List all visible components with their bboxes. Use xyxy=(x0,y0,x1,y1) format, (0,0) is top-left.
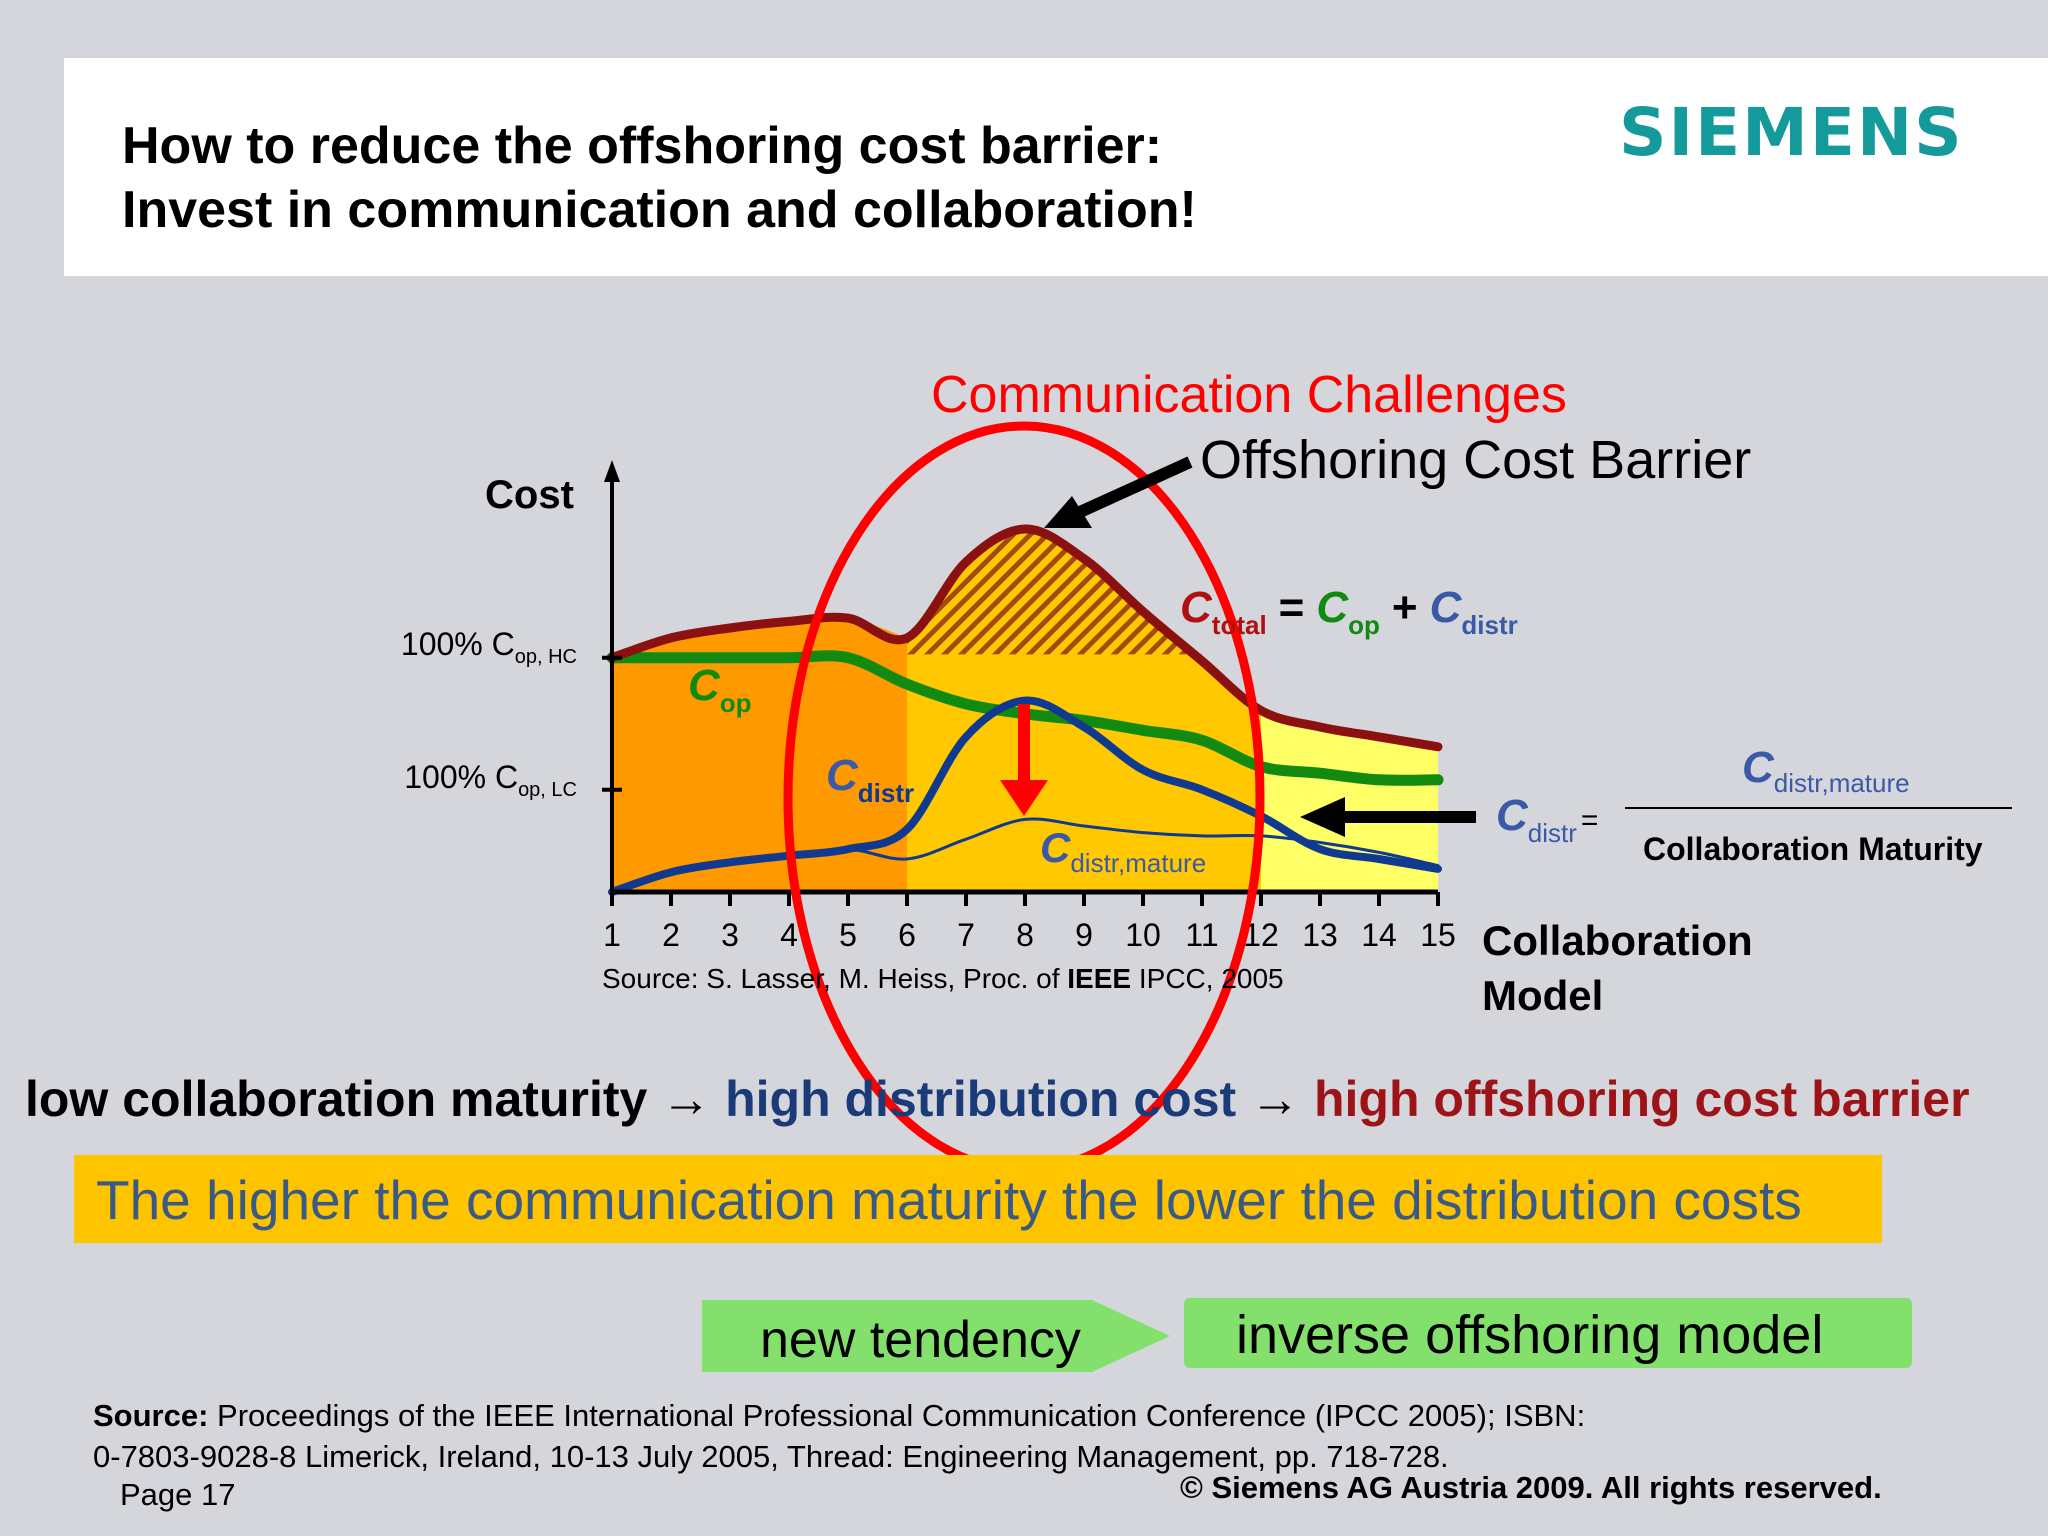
copyright: © Siemens AG Austria 2009. All rights re… xyxy=(1180,1470,1882,1506)
x-tick-label: 3 xyxy=(721,917,739,953)
x-tick-label: 14 xyxy=(1361,917,1397,953)
footer-source: Source: Proceedings of the IEEE Internat… xyxy=(93,1395,1585,1477)
new-tendency-label: new tendency xyxy=(760,1310,1081,1370)
flow-high-barrier: high offshoring cost barrier xyxy=(1314,1071,1970,1127)
flow-low-maturity: low collaboration maturity xyxy=(25,1071,647,1127)
flow-arrow-1: → xyxy=(661,1071,711,1127)
fraction-lhs: Cdistr = xyxy=(1496,791,1598,848)
x-tick-label: 8 xyxy=(1016,917,1034,953)
x-axis-title-line-2: Model xyxy=(1482,972,1603,1019)
new-tendency-arrow: new tendency xyxy=(702,1300,1170,1372)
flow-arrow-2: → xyxy=(1250,1071,1300,1127)
x-tick-label: 10 xyxy=(1125,917,1161,953)
total-cost-formula: Ctotal = Cop + Cdistr xyxy=(1180,583,1518,640)
x-tick-label: 4 xyxy=(780,917,798,953)
y-axis-arrowhead xyxy=(604,460,620,482)
barrier-pointer-arrow xyxy=(1044,462,1190,528)
x-tick-label: 15 xyxy=(1420,917,1456,953)
source-text: Proceedings of the IEEE International Pr… xyxy=(208,1398,1585,1433)
x-tick-label: 9 xyxy=(1075,917,1093,953)
inverse-offshoring-label: inverse offshoring model xyxy=(1236,1304,1823,1366)
fraction-denominator: Collaboration Maturity xyxy=(1643,831,1983,867)
x-tick-label: 2 xyxy=(662,917,680,953)
x-tick-label: 13 xyxy=(1302,917,1338,953)
y-tick-label-hc: 100% Cop, HC xyxy=(401,626,577,668)
page-number: Page 17 xyxy=(120,1477,236,1513)
offshoring-barrier-hatch xyxy=(907,529,1202,661)
x-tick-label: 11 xyxy=(1185,917,1218,953)
source-label: Source: xyxy=(93,1398,208,1433)
x-tick-label: 1 xyxy=(603,917,621,953)
x-tick-label: 6 xyxy=(898,917,916,953)
x-axis-title-line-1: Collaboration xyxy=(1482,917,1753,964)
maturity-cost-chain: low collaboration maturity → high distri… xyxy=(25,1070,1970,1128)
communication-challenges-label: Communication Challenges xyxy=(931,366,1567,424)
key-message-text: The higher the communication maturity th… xyxy=(96,1168,1802,1232)
x-tick-label: 7 xyxy=(957,917,975,953)
chart-source: Source: S. Lasser, M. Heiss, Proc. of IE… xyxy=(602,963,1284,994)
flow-high-distribution-cost: high distribution cost xyxy=(725,1071,1236,1127)
source-text-2: 0-7803-9028-8 Limerick, Ireland, 10-13 J… xyxy=(93,1439,1449,1474)
key-message-banner: The higher the communication maturity th… xyxy=(74,1155,1882,1243)
y-tick-label-lc: 100% Cop, LC xyxy=(404,759,577,801)
inverse-offshoring-box: inverse offshoring model xyxy=(1184,1298,1912,1368)
x-tick-label: 5 xyxy=(839,917,857,953)
fraction-numerator: Cdistr,mature xyxy=(1742,743,1910,798)
y-axis-title: Cost xyxy=(485,473,574,517)
offshoring-cost-barrier-label: Offshoring Cost Barrier xyxy=(1200,430,1751,490)
